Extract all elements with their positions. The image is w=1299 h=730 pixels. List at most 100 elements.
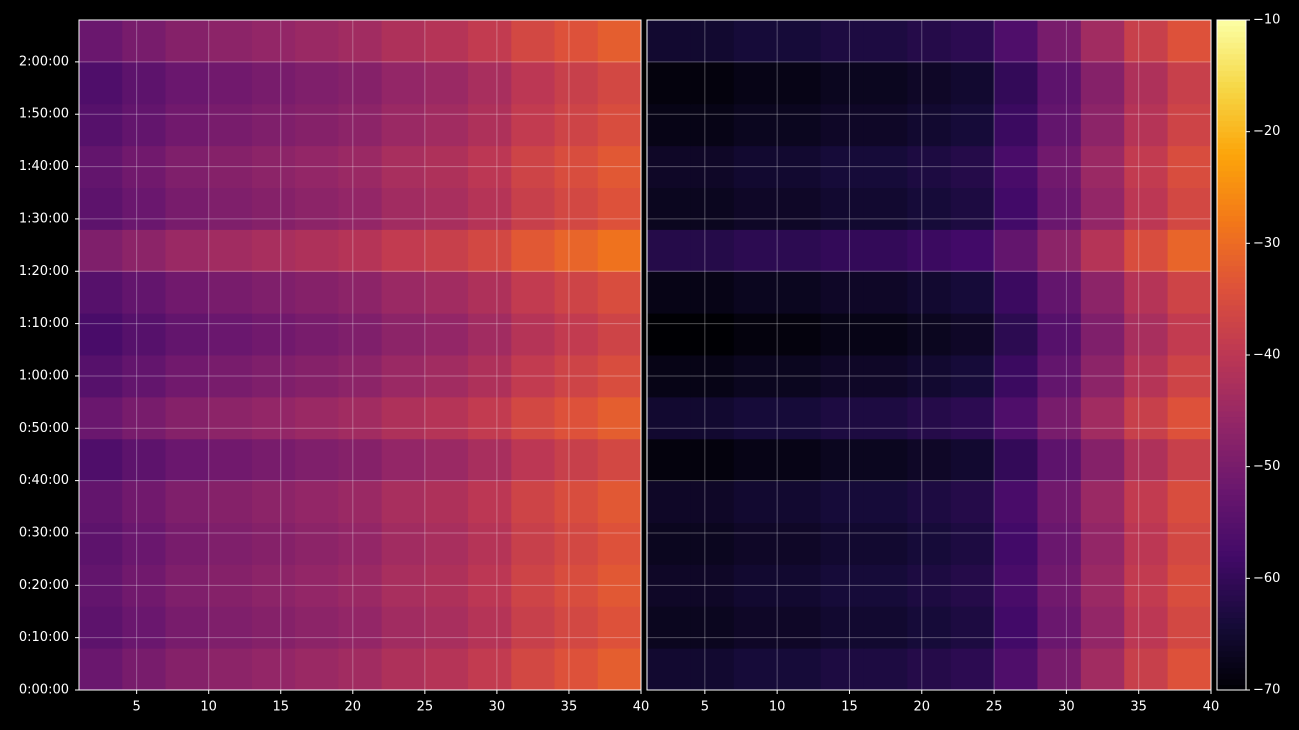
- heat-cell: [690, 145, 735, 188]
- y-tick-label: 1:20:00: [19, 264, 69, 279]
- heat-cell: [251, 564, 296, 607]
- heat-cell: [1167, 271, 1212, 314]
- heat-cell: [907, 438, 952, 482]
- heat-cell: [424, 564, 469, 607]
- colorbar-step: [1217, 131, 1246, 138]
- heat-cell: [597, 606, 642, 649]
- heat-cell: [554, 61, 599, 105]
- heat-cell: [820, 355, 865, 398]
- colorbar-step: [1217, 20, 1246, 27]
- heat-cell: [950, 564, 995, 607]
- heat-cell: [468, 522, 512, 565]
- heat-cell: [597, 187, 642, 230]
- heat-cell: [79, 103, 123, 147]
- heat-cell: [79, 313, 123, 356]
- heat-cell: [777, 313, 822, 356]
- heat-cell: [597, 271, 642, 314]
- heat-cell: [468, 145, 512, 188]
- colorbar-step: [1217, 36, 1246, 43]
- colorbar-step: [1217, 81, 1246, 88]
- colorbar-step: [1217, 528, 1246, 535]
- heat-cell: [468, 648, 512, 691]
- colorbar-step: [1217, 494, 1246, 501]
- colorbar-step: [1217, 276, 1246, 284]
- heat-cell: [733, 480, 778, 523]
- heat-cell: [647, 229, 691, 272]
- heat-cell: [122, 522, 166, 565]
- colorbar-step: [1217, 109, 1246, 116]
- heat-cell: [950, 187, 995, 230]
- heat-cell: [122, 313, 166, 356]
- heat-cell: [950, 229, 995, 272]
- heat-cell: [994, 355, 1038, 398]
- heat-cell: [950, 355, 995, 398]
- heat-cell: [424, 20, 469, 63]
- heat-cell: [381, 145, 426, 188]
- heat-cell: [424, 648, 469, 691]
- heat-cell: [994, 480, 1038, 523]
- x-tick-label: 15: [841, 700, 858, 715]
- heat-cell: [777, 396, 822, 440]
- colorbar-step: [1217, 634, 1246, 641]
- colorbar-step: [1217, 221, 1246, 228]
- heat-cell: [424, 606, 469, 649]
- heat-cell: [122, 20, 166, 63]
- colorbar-tick-label: −40: [1253, 348, 1280, 363]
- heat-cell: [1124, 313, 1169, 356]
- heat-cell: [338, 187, 383, 230]
- heat-cell: [554, 103, 599, 147]
- colorbar-step: [1217, 237, 1246, 244]
- heat-cell: [1124, 61, 1169, 105]
- heat-cell: [208, 187, 253, 230]
- heat-cell: [79, 396, 123, 440]
- colorbar-step: [1217, 198, 1246, 205]
- heat-cell: [554, 396, 599, 440]
- colorbar-step: [1217, 148, 1246, 155]
- colorbar-step: [1217, 572, 1246, 579]
- heat-cell: [1167, 606, 1212, 649]
- colorbar-step: [1217, 282, 1246, 289]
- heat-cell: [1080, 396, 1125, 440]
- x-tick-label: 40: [1203, 700, 1220, 715]
- heat-cell: [251, 187, 296, 230]
- colorbar-step: [1217, 321, 1246, 328]
- heat-cell: [122, 103, 166, 147]
- heat-cell: [295, 187, 339, 230]
- heat-cell: [79, 145, 123, 188]
- heat-cell: [1124, 480, 1169, 523]
- heat-cell: [122, 396, 166, 440]
- heat-cell: [863, 480, 908, 523]
- heat-cell: [165, 480, 210, 523]
- heat-cell: [733, 396, 778, 440]
- heat-cell: [820, 480, 865, 523]
- heat-cell: [777, 229, 822, 272]
- heat-cell: [1037, 522, 1082, 565]
- heat-cell: [251, 355, 296, 398]
- heat-cell: [251, 438, 296, 482]
- heat-cell: [381, 229, 426, 272]
- y-tick-label: 0:10:00: [19, 630, 69, 645]
- heat-cell: [863, 438, 908, 482]
- heat-cell: [690, 313, 735, 356]
- heat-cell: [863, 145, 908, 188]
- colorbar-step: [1217, 606, 1246, 613]
- colorbar-step: [1217, 120, 1246, 127]
- heat-cell: [733, 313, 778, 356]
- heat-cell: [381, 187, 426, 230]
- heat-cell: [1167, 396, 1212, 440]
- heat-cell: [381, 564, 426, 607]
- heat-cell: [554, 271, 599, 314]
- heat-cell: [690, 606, 735, 649]
- heat-cell: [338, 648, 383, 691]
- colorbar-step: [1217, 327, 1246, 334]
- heat-cell: [1080, 229, 1125, 272]
- heat-cell: [1167, 522, 1212, 565]
- heat-cell: [820, 61, 865, 105]
- heat-cell: [1167, 61, 1212, 105]
- heat-cell: [863, 564, 908, 607]
- heat-cell: [251, 522, 296, 565]
- heat-cell: [907, 103, 952, 147]
- heat-cell: [1167, 313, 1212, 356]
- heat-cell: [820, 103, 865, 147]
- heat-cell: [994, 564, 1038, 607]
